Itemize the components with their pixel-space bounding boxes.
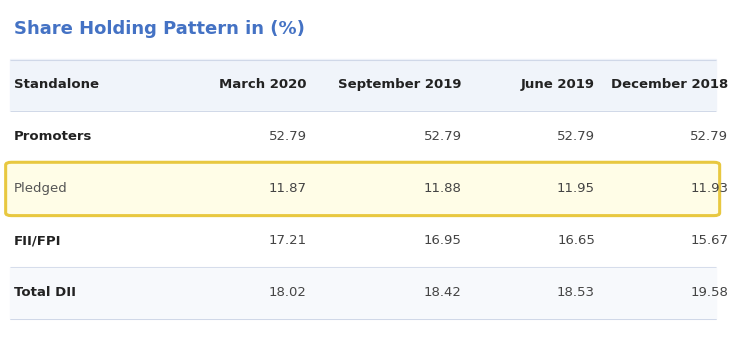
Text: 15.67: 15.67	[691, 235, 729, 248]
Text: FII/FPI: FII/FPI	[14, 235, 61, 248]
Text: 52.79: 52.79	[269, 131, 307, 144]
Text: 16.95: 16.95	[424, 235, 462, 248]
Text: 18.42: 18.42	[424, 286, 462, 299]
Text: 52.79: 52.79	[423, 131, 462, 144]
Text: December 2018: December 2018	[611, 78, 729, 91]
Text: 11.88: 11.88	[424, 182, 462, 195]
Text: Total DII: Total DII	[14, 286, 76, 299]
Text: 19.58: 19.58	[691, 286, 729, 299]
Bar	[10, 111, 716, 163]
FancyBboxPatch shape	[6, 162, 720, 216]
Text: Promoters: Promoters	[14, 131, 92, 144]
Text: June 2019: June 2019	[521, 78, 595, 91]
Text: Pledged: Pledged	[14, 182, 67, 195]
Text: September 2019: September 2019	[338, 78, 462, 91]
Text: 18.53: 18.53	[557, 286, 595, 299]
Text: Share Holding Pattern in (%): Share Holding Pattern in (%)	[14, 19, 304, 38]
Bar	[10, 59, 716, 111]
Text: 16.65: 16.65	[557, 235, 595, 248]
Text: Standalone: Standalone	[14, 78, 99, 91]
Text: 18.02: 18.02	[269, 286, 307, 299]
Text: 52.79: 52.79	[557, 131, 595, 144]
Bar	[10, 215, 716, 267]
Text: March 2020: March 2020	[219, 78, 307, 91]
Text: 11.87: 11.87	[269, 182, 307, 195]
Text: 17.21: 17.21	[269, 235, 307, 248]
Text: 11.95: 11.95	[557, 182, 595, 195]
Bar	[10, 267, 716, 319]
Text: 11.93: 11.93	[691, 182, 729, 195]
Text: 52.79: 52.79	[691, 131, 729, 144]
